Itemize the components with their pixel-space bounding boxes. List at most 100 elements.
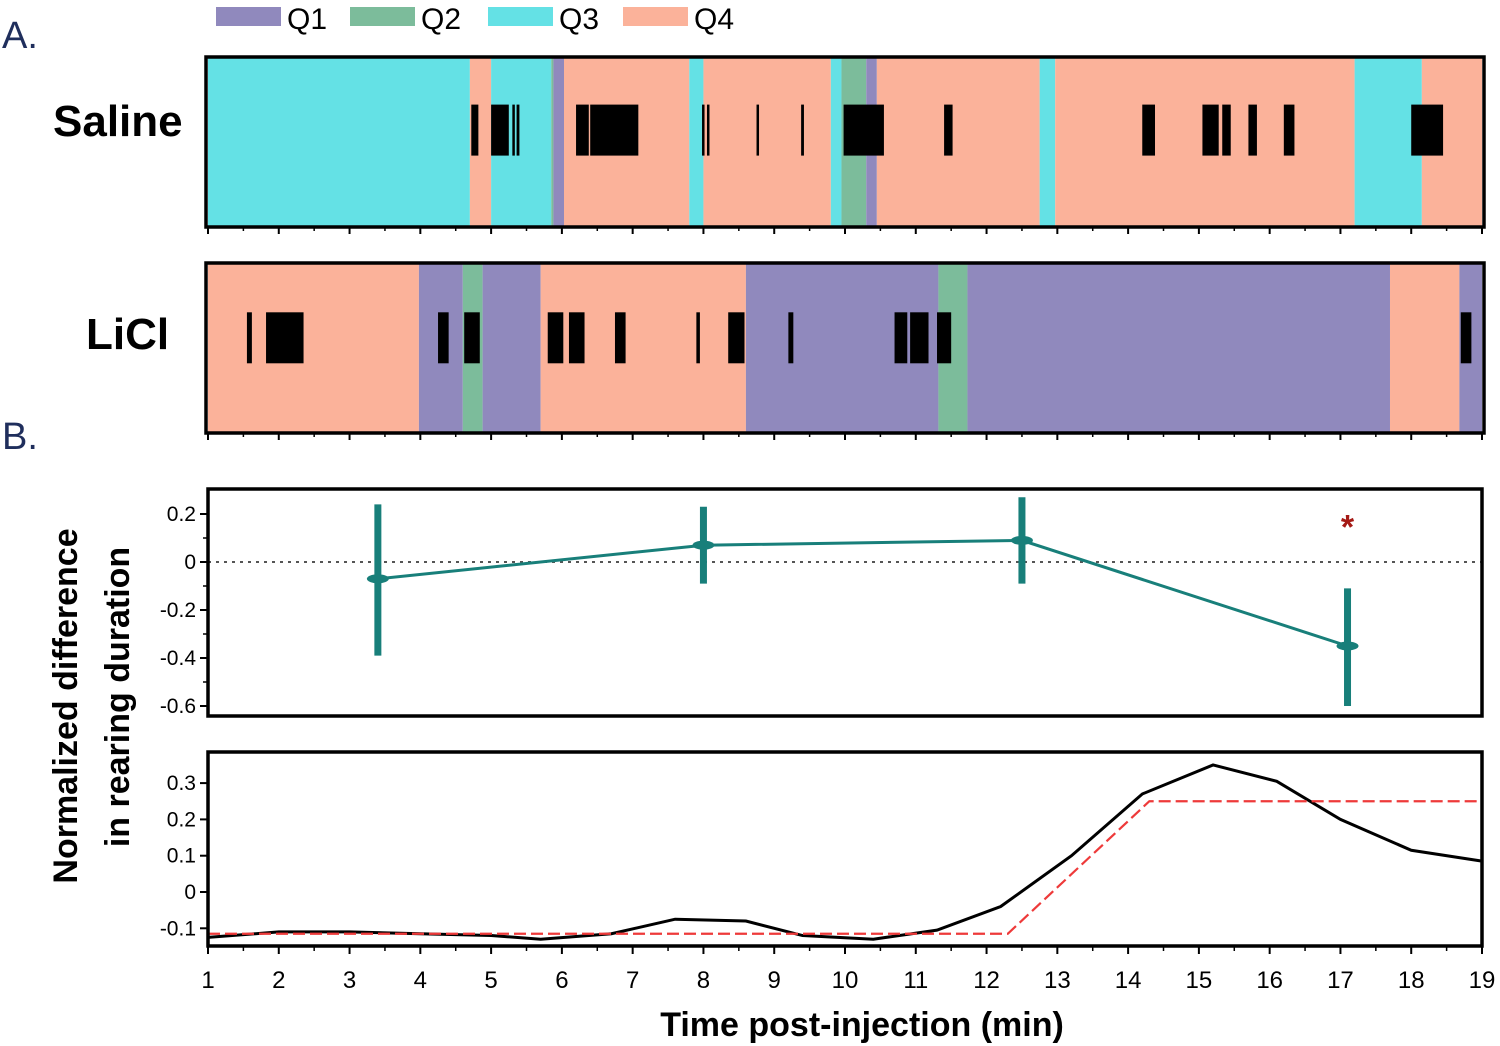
legend-swatch-q2 [350, 7, 415, 26]
rearing-event [246, 312, 252, 364]
rearing-event [843, 104, 884, 156]
segment-q4 [208, 263, 419, 433]
data-point [692, 540, 715, 550]
legend: Q1 Q2 Q3 Q4 [216, 3, 734, 36]
legend-swatch-q1 [216, 7, 281, 26]
rearing-event [728, 312, 745, 364]
data-point [1010, 535, 1033, 545]
rearing-event [614, 312, 626, 364]
rearing-event [894, 312, 908, 364]
y-tick-label: 0 [184, 551, 196, 574]
x-tick-label: 4 [414, 967, 427, 994]
dashed-series-line [208, 800, 1482, 935]
x-tick-label: 3 [343, 967, 356, 994]
timeline-frame [204, 261, 1486, 435]
rearing-event [944, 104, 953, 156]
rearing-event [1142, 104, 1156, 156]
y-axis-title-line-2: in rearing duration [99, 547, 137, 847]
rearing-event [937, 312, 952, 364]
y-tick-label: 0.2 [167, 503, 196, 526]
legend-label-q2: Q2 [421, 3, 461, 36]
segment-q1 [745, 263, 939, 433]
rearing-event [516, 104, 520, 156]
data-point [1336, 641, 1359, 651]
rearing-event [801, 104, 804, 156]
y-tick-label: 0.3 [167, 772, 196, 795]
x-tick-label: 18 [1398, 967, 1425, 994]
rearing-event [438, 312, 449, 364]
x-tick-label: 2 [272, 967, 285, 994]
x-tick-label: 5 [484, 967, 497, 994]
rearing-event [788, 312, 794, 364]
y-tick-label: 0.1 [167, 845, 196, 868]
x-tick-label: 1 [201, 967, 214, 994]
rearing-event [1411, 104, 1444, 156]
saline-row-label: Saline [53, 97, 183, 146]
legend-swatch-q4 [623, 7, 688, 26]
y-axis-title-line-1: Normalized difference [47, 528, 85, 883]
rearing-event [491, 104, 509, 156]
x-tick-label: 15 [1186, 967, 1213, 994]
rearing-event [1248, 104, 1257, 156]
rearing-event [910, 312, 929, 364]
x-tick-label: 12 [973, 967, 1000, 994]
rearing-event [1460, 312, 1472, 364]
segment-q3 [208, 57, 470, 227]
x-tick-label: 19 [1469, 967, 1496, 994]
rearing-event [464, 312, 480, 364]
legend-label-q1: Q1 [287, 3, 327, 36]
plot-background [208, 752, 1482, 946]
saline-timeline [204, 55, 1486, 234]
legend-swatch-q3 [488, 7, 553, 26]
segment-q2 [551, 57, 554, 227]
segment-q3 [1039, 57, 1056, 227]
panel-label-a: A. [2, 15, 38, 57]
segment-q4 [469, 57, 492, 227]
rearing-event [590, 104, 639, 156]
rearing-event [471, 104, 479, 156]
x-tick-label: 9 [768, 967, 781, 994]
x-tick-label: 13 [1044, 967, 1071, 994]
rearing-event [706, 104, 710, 156]
plot-background [208, 489, 1482, 716]
segment-q1 [967, 263, 1390, 433]
significance-asterisk: * [1341, 508, 1355, 546]
rearing-event [266, 312, 304, 364]
x-tick-label: 7 [626, 967, 639, 994]
segment-q4 [876, 57, 1040, 227]
plot-frame [206, 487, 1484, 718]
x-tick-label: 14 [1115, 967, 1142, 994]
x-tick-label: 6 [555, 967, 568, 994]
rearing-event [1222, 104, 1231, 156]
segment-q4 [1389, 263, 1460, 433]
segment-q3 [830, 57, 842, 227]
licl-row-label: LiCl [86, 310, 169, 359]
y-tick-label: 0 [184, 881, 196, 904]
licl-timeline [204, 261, 1486, 440]
segment-q3 [689, 57, 704, 227]
x-tick-label: 17 [1327, 967, 1354, 994]
x-tick-label: 10 [832, 967, 859, 994]
y-tick-label: -0.6 [160, 695, 196, 718]
rearing-difference-plot: * 0.2 0 -0.2 -0.4 -0.6 [160, 487, 1484, 718]
y-tick-label: -0.4 [160, 647, 197, 670]
y-tick-label: -0.1 [160, 917, 196, 940]
x-axis-title: Time post-injection (min) [660, 1006, 1064, 1044]
panel-label-b: B. [2, 416, 38, 458]
segment-q4 [703, 57, 831, 227]
rearing-event [1283, 104, 1295, 156]
timeline-frame [204, 55, 1486, 229]
rearing-event [702, 104, 705, 156]
segment-q1 [553, 57, 565, 227]
y-tick-label: -0.2 [160, 599, 196, 622]
legend-label-q3: Q3 [559, 3, 599, 36]
rearing-event [756, 104, 760, 156]
rearing-event [696, 312, 700, 364]
difference-trace-plot: 0.30.20.10-0.11 2 3 4 5 6 7 8 9 10 11 12 13 14 15 16 17 1… [160, 750, 1496, 994]
x-tick-label: 16 [1256, 967, 1283, 994]
data-point [366, 574, 389, 584]
mean-line [377, 538, 1348, 648]
rearing-event [1202, 104, 1219, 156]
legend-label-q4: Q4 [694, 3, 734, 36]
